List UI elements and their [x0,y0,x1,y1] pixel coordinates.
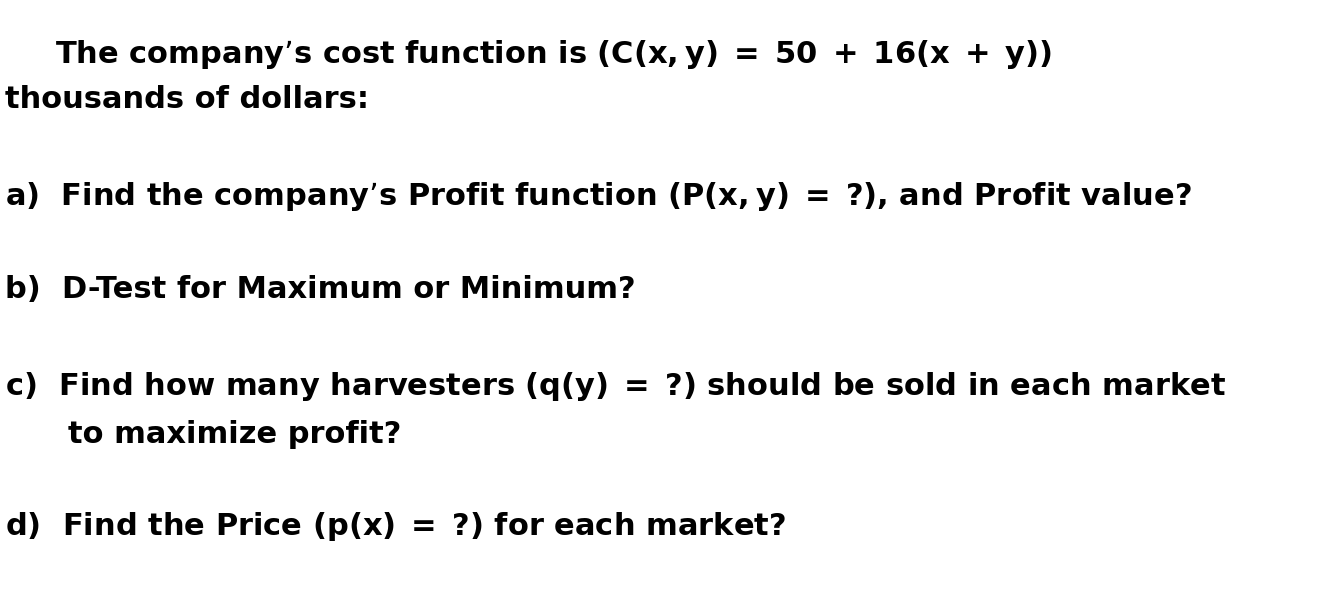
Text: The company’s cost function is $(C(x, y)\; =\; 50\; +\; 16(x\; +\; y))$: The company’s cost function is $(C(x, y)… [55,38,1052,71]
Text: b)  D-Test for Maximum or Minimum?: b) D-Test for Maximum or Minimum? [5,275,635,304]
Text: thousands of dollars:: thousands of dollars: [5,85,369,114]
Text: to maximize profit?: to maximize profit? [68,420,402,449]
Text: c)  Find how many harvesters $(q(y)\; =\; ?)$ should be sold in each market: c) Find how many harvesters $(q(y)\; =\;… [5,370,1226,403]
Text: a)  Find the company’s Profit function $( P(x, y)\; =\; ?)$, and Profit value?: a) Find the company’s Profit function $(… [5,180,1191,213]
Text: d)  Find the Price $( p(x)\; =\; ?)$ for each market?: d) Find the Price $( p(x)\; =\; ?)$ for … [5,510,787,543]
